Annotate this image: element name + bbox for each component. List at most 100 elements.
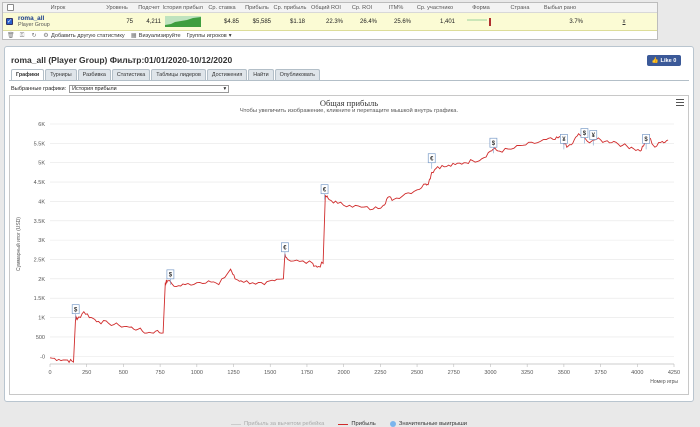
col-count[interactable]: Подсчет	[138, 4, 160, 11]
col-itm[interactable]: ITM%	[388, 4, 404, 11]
early-out-value: 3.7%	[569, 18, 583, 25]
y-tick-label: 4.5K	[34, 180, 46, 186]
x-tick-label: 1750	[301, 370, 313, 376]
visualize-button[interactable]: ▦ Визуализируйте	[130, 33, 181, 39]
x-tick-label: 4000	[631, 370, 643, 376]
player-cell[interactable]: roma_all Player Group	[18, 13, 98, 30]
big-win-marker[interactable]: $	[580, 128, 589, 144]
col-country[interactable]: Страна	[510, 4, 530, 11]
chart-subtitle: Чтобы увеличить изображение, кликните и …	[239, 108, 459, 114]
chart-selector: Выбранные графики: История прибыли ▾	[11, 85, 230, 93]
col-avg-profit[interactable]: Ср. прибыль	[273, 4, 307, 11]
col-profit-history[interactable]: История прибыли	[163, 4, 203, 11]
x-tick-label: 1250	[227, 370, 239, 376]
chart-title: Общая прибыль	[319, 98, 379, 108]
svg-text:€: €	[283, 245, 287, 251]
col-avg-entrants[interactable]: Ср. участнико	[416, 4, 454, 11]
player-name[interactable]: roma_all	[18, 15, 45, 22]
big-win-marker[interactable]: $	[489, 137, 498, 154]
tab-charts[interactable]: Графики	[11, 69, 45, 80]
col-player[interactable]: Игрок	[50, 4, 66, 11]
x-tick-label: 0	[48, 370, 51, 376]
chart-select[interactable]: История прибыли ▾	[69, 85, 230, 93]
y-tick-label: 5.5K	[34, 141, 46, 147]
refresh-icon[interactable]: ↻	[31, 33, 37, 39]
x-tick-label: 3500	[558, 370, 570, 376]
y-tick-label: 1.5K	[34, 296, 46, 302]
select-all-checkbox[interactable]	[5, 3, 15, 12]
facebook-like-button[interactable]: 👍 Like 0	[647, 55, 681, 66]
x-tick-label: 2000	[338, 370, 350, 376]
x-tick-label: 1000	[191, 370, 203, 376]
col-level[interactable]: Уровень	[106, 4, 128, 11]
svg-text:$: $	[644, 137, 648, 143]
legend-item-rakeback[interactable]: Прибыль за вычетом ребейка	[230, 421, 324, 427]
col-avg-stake[interactable]: Ср. ставка	[208, 4, 236, 11]
legend-item-profit[interactable]: Прибыль	[338, 421, 376, 427]
big-win-marker[interactable]: ¥	[589, 130, 598, 146]
player-groups-dropdown[interactable]: Группы игроков ▾	[186, 33, 232, 39]
trash-icon[interactable]: 🗑	[7, 33, 15, 39]
table-row[interactable]: ✓ roma_all Player Group 75 4,211 $4.85 $…	[3, 13, 657, 31]
x-tick-label: 1500	[264, 370, 276, 376]
player-panel: roma_all (Player Group) Фильтр:01/01/202…	[4, 46, 694, 427]
chevron-down-icon: ▾	[223, 86, 227, 92]
count-value: 4,211	[146, 18, 161, 25]
tab-achievements[interactable]: Достижения	[206, 69, 248, 80]
row-checkbox[interactable]: ✓	[6, 18, 13, 25]
y-axis-label: Суммарный итог (USD)	[15, 217, 22, 271]
legend-item-big-wins[interactable]: Значительные выигрыши	[389, 421, 467, 427]
profit-chart[interactable]: -0 500 1K 1.5K 2K 2.5K 3K 3.5K 4K 4.5K 5K 5.5K 6K 0 2…	[10, 96, 688, 394]
remove-row-link[interactable]: x	[622, 18, 626, 25]
x-tick-label: 2500	[411, 370, 423, 376]
player-group: Player Group	[18, 22, 50, 28]
big-win-marker[interactable]: €	[427, 153, 436, 169]
x-axis-label: Номер игры	[650, 379, 678, 385]
tab-leaderboards[interactable]: Таблицы лидеров	[151, 69, 206, 80]
chart-select-label: Выбранные графики:	[11, 86, 67, 92]
x-tick-label: 3250	[521, 370, 533, 376]
lock-icon[interactable]: ⚿	[19, 33, 25, 39]
big-win-marker[interactable]: $	[642, 134, 650, 150]
y-tick-label: 3.5K	[34, 219, 46, 225]
x-tick-label: 4250	[668, 370, 680, 376]
stats-table: Игрок Уровень Подсчет История прибыли Ср…	[2, 2, 658, 40]
menu-icon[interactable]	[676, 99, 684, 106]
form-sparkline[interactable]	[465, 13, 499, 30]
big-win-marker[interactable]: €	[281, 242, 289, 258]
svg-text:$: $	[492, 141, 496, 147]
profit-history-sparkline[interactable]	[165, 13, 203, 30]
x-tick-label: 3000	[484, 370, 496, 376]
tab-statistics[interactable]: Статистика	[111, 69, 151, 80]
tab-tournaments[interactable]: Турниры	[45, 69, 77, 80]
avg-stake-value: $4.85	[223, 18, 239, 25]
col-early-out[interactable]: Выбыл рано	[543, 4, 577, 11]
col-total-roi[interactable]: Общий ROI	[311, 4, 341, 11]
level-value: 75	[126, 18, 133, 25]
chevron-down-icon: ▾	[228, 33, 232, 39]
svg-text:$: $	[169, 273, 173, 279]
y-tick-label: 2K	[38, 277, 45, 283]
col-avg-roi[interactable]: Ср. ROI	[351, 4, 373, 11]
profit-series-line	[49, 132, 669, 364]
tab-publish[interactable]: Опубликовать	[274, 69, 320, 80]
chart-legend: Прибыль за вычетом ребейка Прибыль Значи…	[10, 421, 688, 427]
sparkline-icon	[165, 16, 201, 27]
x-tick-label: 250	[82, 370, 91, 376]
avg-roi-value: 26.4%	[359, 18, 377, 25]
big-win-marker[interactable]: $	[71, 304, 80, 320]
tab-find[interactable]: Найти	[248, 69, 274, 80]
stats-toolbar: 🗑 ⚿ ↻ ⚙ Добавить другую статистику ▦ Визуа…	[3, 31, 657, 41]
big-win-marker[interactable]: €	[320, 184, 329, 200]
tab-breakdown[interactable]: Разбивка	[77, 69, 111, 80]
thumbs-up-icon: 👍	[651, 57, 659, 64]
big-win-marker[interactable]: $	[166, 269, 175, 285]
add-stats-button[interactable]: ⚙ Добавить другую статистику	[43, 33, 125, 39]
col-profit[interactable]: Прибыль	[245, 4, 269, 11]
col-form[interactable]: Форма	[472, 4, 490, 11]
y-tick-label: 5K	[38, 161, 45, 167]
chart-container[interactable]: Общая прибыль Чтобы увеличить изображени…	[9, 95, 689, 427]
big-win-marker[interactable]: ¥	[560, 134, 568, 150]
itm-value: 25.6%	[393, 18, 411, 25]
tab-divider	[9, 80, 689, 81]
